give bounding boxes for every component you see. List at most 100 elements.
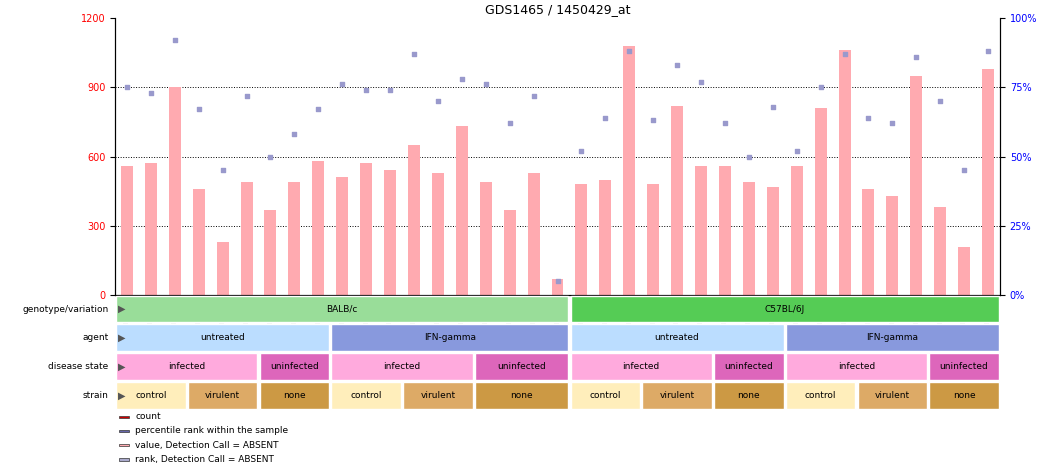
Bar: [719, 166, 730, 295]
Bar: [935, 207, 946, 295]
Bar: [863, 189, 874, 295]
Bar: [527, 173, 540, 295]
Text: infected: infected: [383, 362, 421, 371]
Text: none: none: [511, 391, 532, 400]
Text: genotype/variation: genotype/variation: [23, 305, 108, 313]
Bar: [188, 382, 257, 409]
Text: agent: agent: [82, 333, 108, 342]
Point: [119, 84, 135, 91]
Bar: [259, 382, 329, 409]
Point: [645, 117, 662, 124]
Point: [263, 153, 279, 160]
Bar: [432, 173, 444, 295]
Text: control: control: [804, 391, 837, 400]
Bar: [145, 163, 157, 295]
Bar: [475, 382, 568, 409]
Bar: [193, 189, 204, 295]
Bar: [786, 324, 999, 351]
Point: [525, 92, 542, 100]
Bar: [643, 382, 712, 409]
Bar: [119, 430, 129, 432]
Text: disease state: disease state: [49, 362, 108, 371]
Bar: [571, 382, 640, 409]
Text: untreated: untreated: [654, 333, 699, 342]
Text: uninfected: uninfected: [270, 362, 319, 371]
Point: [765, 103, 782, 110]
Text: GDS1465 / 1450429_at: GDS1465 / 1450429_at: [485, 3, 630, 16]
Bar: [121, 166, 133, 295]
Bar: [475, 353, 568, 380]
Bar: [839, 50, 850, 295]
Bar: [929, 382, 999, 409]
Bar: [695, 166, 706, 295]
Bar: [117, 382, 185, 409]
Bar: [455, 126, 468, 295]
Bar: [929, 353, 999, 380]
Bar: [623, 46, 636, 295]
Text: uninfected: uninfected: [497, 362, 546, 371]
Bar: [767, 186, 778, 295]
Point: [884, 120, 900, 127]
Bar: [714, 382, 784, 409]
Bar: [259, 353, 329, 380]
Point: [429, 97, 446, 105]
Text: infected: infected: [838, 362, 875, 371]
Bar: [241, 182, 252, 295]
Bar: [911, 76, 922, 295]
Bar: [647, 184, 660, 295]
Bar: [786, 382, 855, 409]
Text: ▶: ▶: [118, 332, 126, 343]
Text: IFN-gamma: IFN-gamma: [424, 333, 476, 342]
Bar: [815, 108, 826, 295]
Text: virulent: virulent: [420, 391, 455, 400]
Bar: [887, 196, 898, 295]
Point: [979, 47, 996, 55]
Point: [381, 86, 398, 94]
Text: virulent: virulent: [660, 391, 695, 400]
Text: none: none: [952, 391, 975, 400]
Bar: [858, 382, 927, 409]
Point: [333, 81, 350, 88]
Point: [717, 120, 734, 127]
Text: rank, Detection Call = ABSENT: rank, Detection Call = ABSENT: [135, 455, 274, 464]
Bar: [119, 416, 129, 418]
Text: uninfected: uninfected: [724, 362, 773, 371]
Bar: [117, 296, 568, 322]
Point: [813, 84, 829, 91]
Point: [573, 147, 590, 155]
Point: [167, 36, 183, 44]
Text: IFN-gamma: IFN-gamma: [866, 333, 918, 342]
Bar: [119, 458, 129, 461]
Point: [669, 61, 686, 69]
Bar: [982, 69, 994, 295]
Text: ▶: ▶: [118, 304, 126, 314]
Bar: [479, 182, 492, 295]
Bar: [265, 210, 276, 295]
Text: value, Detection Call = ABSENT: value, Detection Call = ABSENT: [135, 441, 279, 450]
Bar: [786, 353, 927, 380]
Text: strain: strain: [83, 391, 108, 400]
Text: uninfected: uninfected: [940, 362, 989, 371]
Point: [477, 81, 494, 88]
Point: [143, 89, 159, 97]
Bar: [408, 145, 420, 295]
Text: percentile rank within the sample: percentile rank within the sample: [135, 426, 289, 435]
Point: [309, 106, 326, 113]
Text: infected: infected: [622, 362, 660, 371]
Bar: [403, 382, 473, 409]
Bar: [571, 324, 784, 351]
Bar: [743, 182, 754, 295]
Bar: [337, 177, 348, 295]
Bar: [503, 210, 516, 295]
Point: [597, 114, 614, 121]
Text: ▶: ▶: [118, 391, 126, 400]
Bar: [671, 106, 684, 295]
Bar: [331, 353, 473, 380]
Text: C57BL/6J: C57BL/6J: [765, 305, 804, 313]
Bar: [959, 246, 970, 295]
Bar: [571, 353, 712, 380]
Text: control: control: [350, 391, 382, 400]
Bar: [313, 161, 324, 295]
Text: infected: infected: [168, 362, 205, 371]
Bar: [599, 179, 612, 295]
